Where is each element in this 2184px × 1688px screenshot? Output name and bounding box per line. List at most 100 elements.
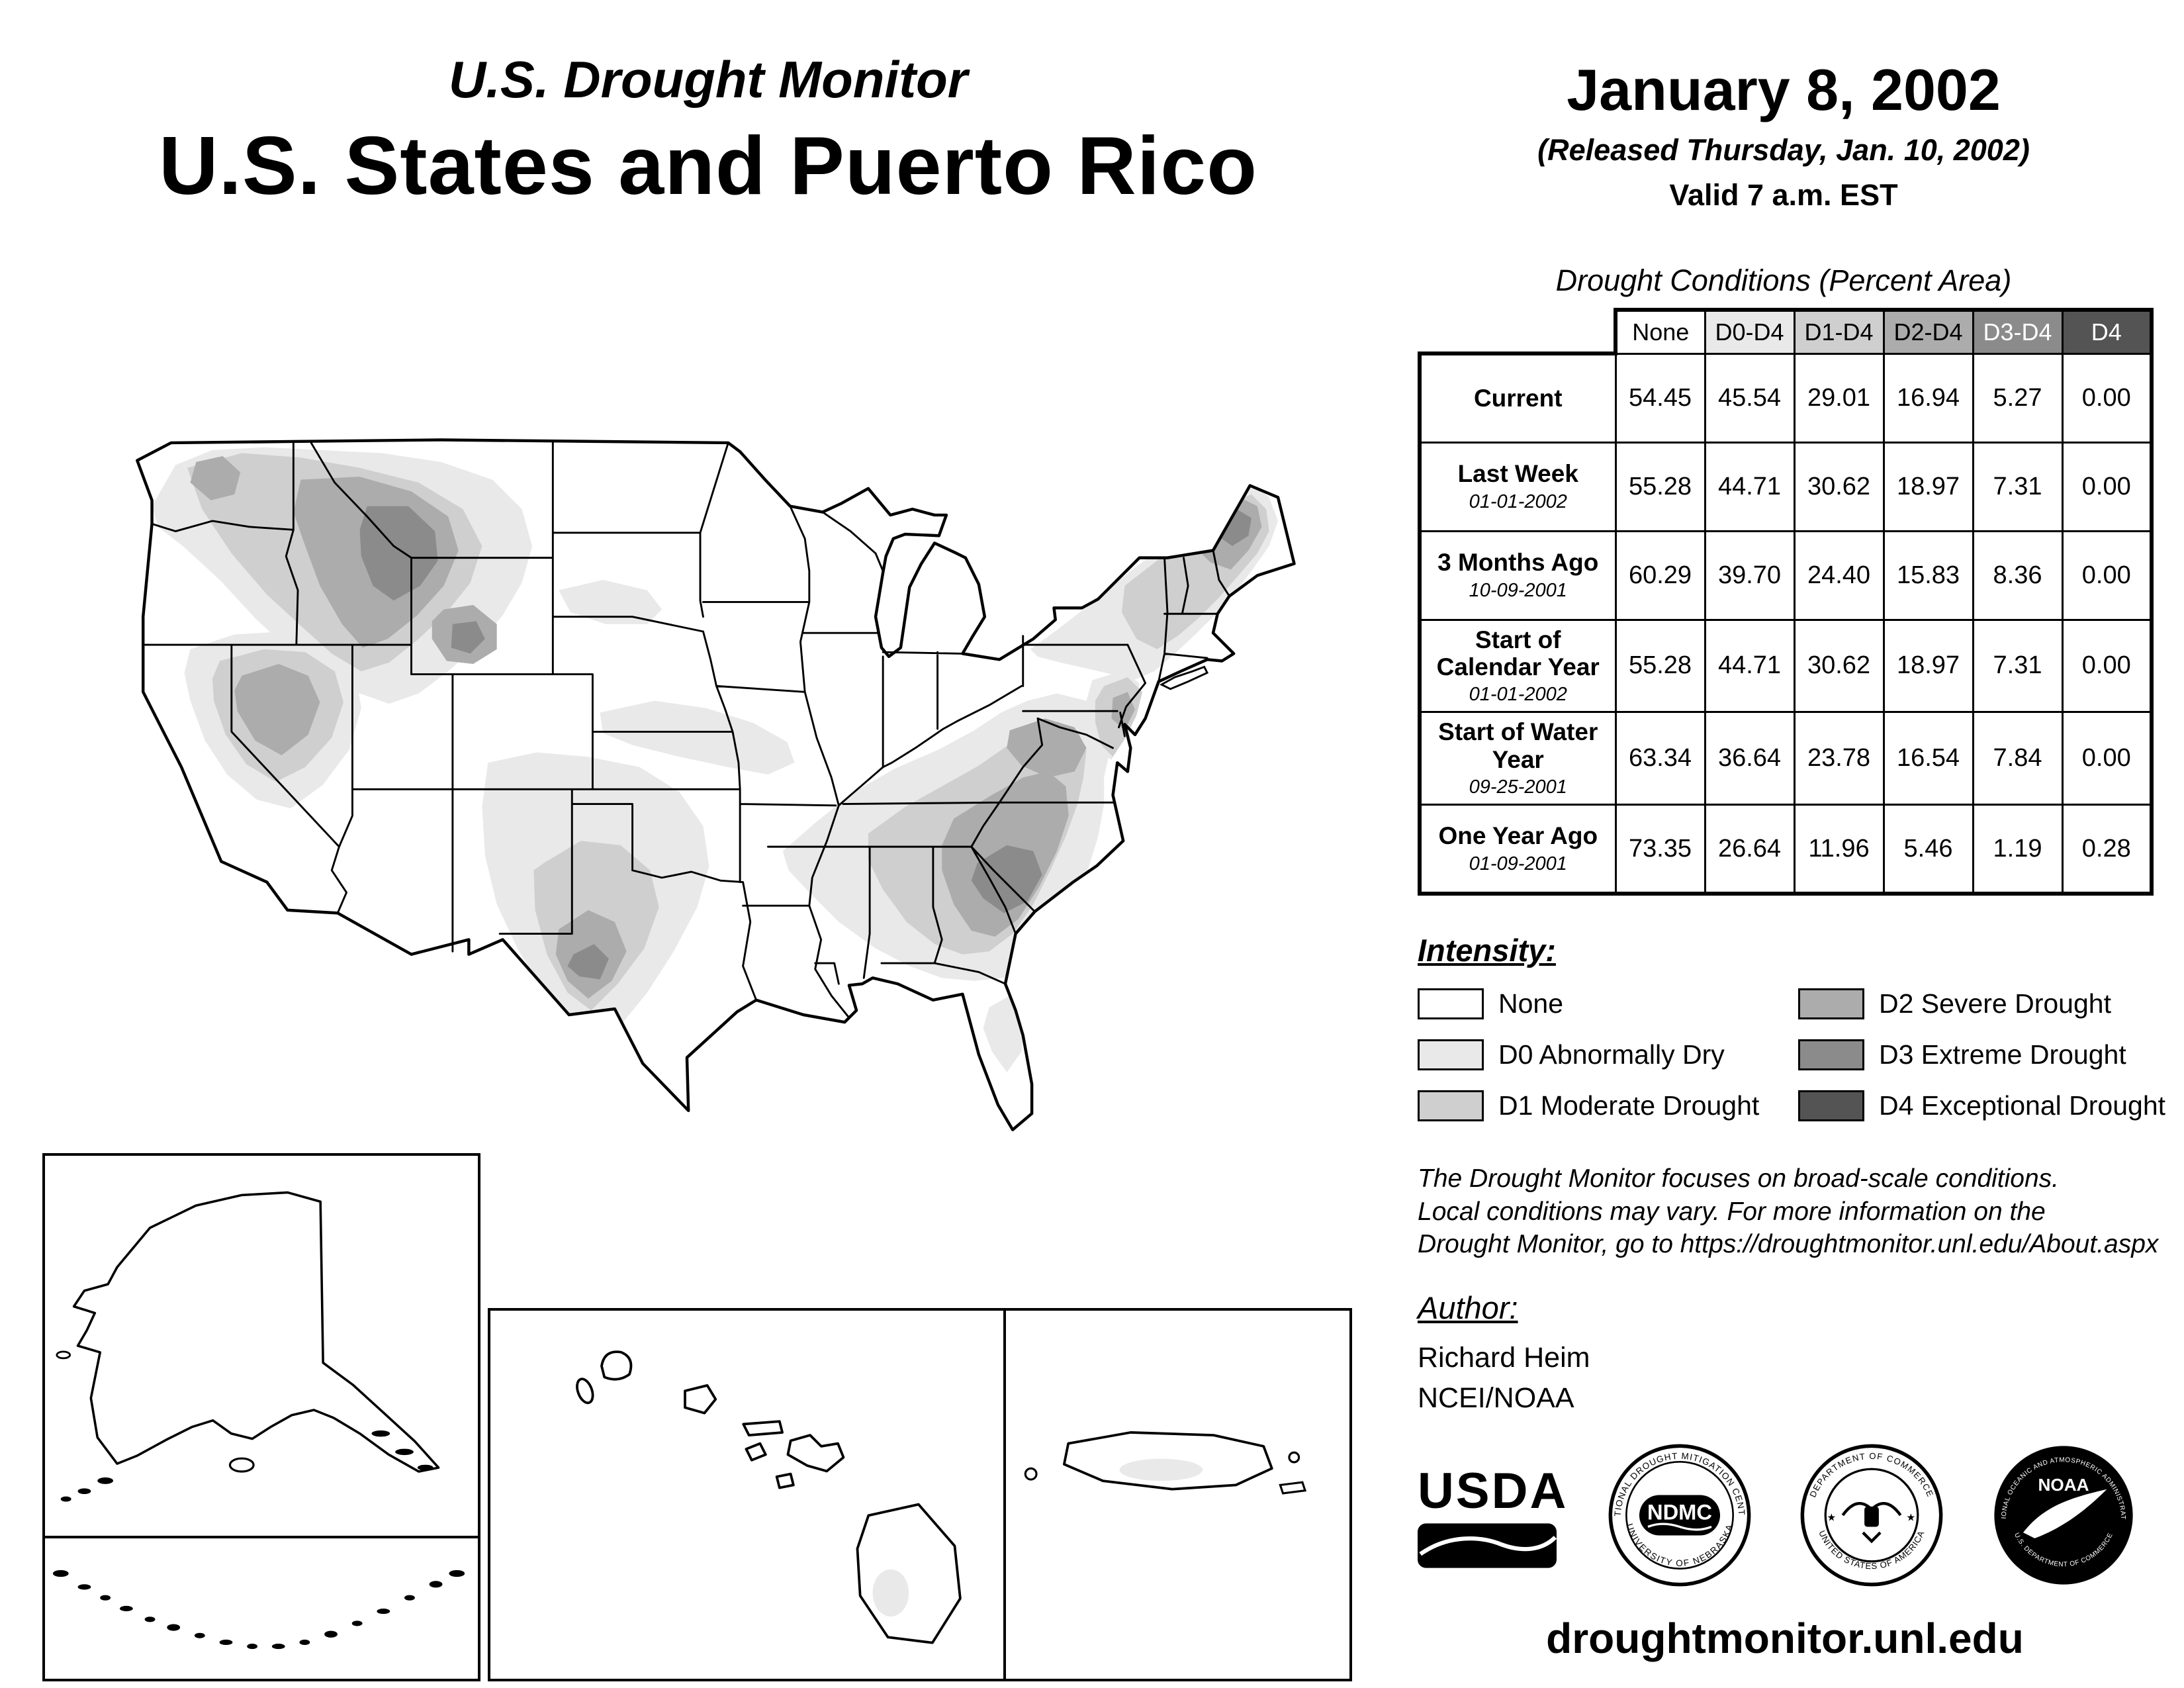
legend-title: Intensity: bbox=[1418, 933, 1556, 968]
column-header-d4: D4 bbox=[2061, 308, 2154, 355]
gull-icon bbox=[2023, 1489, 2107, 1538]
table-cell: 45.54 bbox=[1704, 352, 1796, 444]
author-name: Richard Heim bbox=[1418, 1342, 1590, 1374]
table-cell: 0.00 bbox=[2061, 618, 2154, 714]
drought-conditions-table: None D0-D4 D1-D4 D2-D4 D3-D4 D4 Current … bbox=[1418, 308, 2154, 896]
table-row-start-calendar-year: Start of Calendar Year 01-01-2002 55.28 4… bbox=[1418, 618, 2154, 714]
table-row-one-year-ago: One Year Ago 01-09-2001 73.35 26.64 11.96… bbox=[1418, 804, 2154, 896]
table-row-start-water-year: Start of Water Year 09-25-2001 63.34 36.6… bbox=[1418, 711, 2154, 806]
svg-text:★: ★ bbox=[1906, 1513, 1915, 1524]
table-cell: 16.94 bbox=[1882, 352, 1974, 444]
legend-item-d1: D1 Moderate Drought bbox=[1418, 1090, 1798, 1121]
hawaii-d0-patch bbox=[872, 1569, 909, 1617]
ndmc-logo: NATIONAL DROUGHT MITIGATION CENTER UNIVE… bbox=[1608, 1443, 1751, 1587]
usda-swoosh-icon bbox=[1418, 1523, 1557, 1568]
row-label: Start of Calendar Year 01-01-2002 bbox=[1418, 618, 1617, 714]
us-outline bbox=[136, 438, 1296, 1131]
svg-text:NOAA: NOAA bbox=[2038, 1475, 2089, 1495]
table-cell: 11.96 bbox=[1793, 804, 1885, 896]
table-row-3-months-ago: 3 Months Ago 10-09-2001 60.29 39.70 24.40… bbox=[1418, 530, 2154, 621]
table-cell: 0.00 bbox=[2061, 711, 2154, 806]
table-cell: 16.54 bbox=[1882, 711, 1974, 806]
disclaimer: The Drought Monitor focuses on broad-sca… bbox=[1418, 1162, 2158, 1261]
table-title: Drought Conditions (Percent Area) bbox=[1555, 263, 2012, 297]
table-cell: 30.62 bbox=[1793, 441, 1885, 532]
table-cell: 5.27 bbox=[1972, 352, 2064, 444]
commerce-seal-logo: DEPARTMENT OF COMMERCE UNITED STATES OF … bbox=[1800, 1444, 1943, 1587]
legend-item-d4: D4 Exceptional Drought bbox=[1798, 1090, 2184, 1121]
website-url: droughtmonitor.unl.edu bbox=[1546, 1615, 2024, 1662]
table-cell: 29.01 bbox=[1793, 352, 1885, 444]
puerto-rico-map bbox=[1024, 1431, 1307, 1495]
alaska-inset bbox=[42, 1153, 480, 1538]
table-cell: 30.62 bbox=[1793, 618, 1885, 714]
logo-row: USDA NATIONAL DROUGHT MITIGATION CENTER … bbox=[1418, 1443, 2136, 1587]
valid-time: Valid 7 a.m. EST bbox=[1669, 178, 1898, 212]
column-header-d2-d4: D2-D4 bbox=[1882, 308, 1974, 355]
swatch-d1 bbox=[1418, 1090, 1484, 1121]
drought-layers bbox=[152, 447, 1279, 1072]
table-cell: 8.36 bbox=[1972, 530, 2064, 621]
row-label: Current bbox=[1418, 352, 1617, 444]
release-date: (Released Thursday, Jan. 10, 2002) bbox=[1537, 133, 2030, 167]
aleutian-islands bbox=[52, 1570, 465, 1650]
table-cell: 18.97 bbox=[1882, 618, 1974, 714]
legend-label: D4 Exceptional Drought bbox=[1879, 1090, 2166, 1121]
legend-item-d2: D2 Severe Drought bbox=[1798, 988, 2184, 1019]
swatch-d4 bbox=[1798, 1090, 1864, 1121]
legend-item-none: None bbox=[1418, 988, 1798, 1019]
table-header-row: None D0-D4 D1-D4 D2-D4 D3-D4 D4 bbox=[1420, 308, 2154, 355]
table-cell: 1.19 bbox=[1972, 804, 2064, 896]
table-cell: 36.64 bbox=[1704, 711, 1796, 806]
puerto-rico-inset bbox=[1003, 1308, 1352, 1681]
legend-label: D3 Extreme Drought bbox=[1879, 1039, 2126, 1070]
table-cell: 0.00 bbox=[2061, 530, 2154, 621]
row-label: One Year Ago 01-09-2001 bbox=[1418, 804, 1617, 896]
legend-label: D1 Moderate Drought bbox=[1498, 1090, 1760, 1121]
table-cell: 0.00 bbox=[2061, 441, 2154, 532]
table-cell: 39.70 bbox=[1704, 530, 1796, 621]
report-kicker: U.S. Drought Monitor bbox=[448, 50, 968, 109]
long-island bbox=[1159, 665, 1209, 690]
table-cell: 55.28 bbox=[1614, 441, 1706, 532]
title-block: U.S. Drought Monitor U.S. States and Pue… bbox=[79, 50, 1337, 213]
disclaimer-line: The Drought Monitor focuses on broad-sca… bbox=[1418, 1164, 2060, 1193]
author-heading: Author: bbox=[1418, 1290, 1518, 1325]
table-cell: 44.71 bbox=[1704, 441, 1796, 532]
author-org: NCEI/NOAA bbox=[1418, 1382, 1574, 1414]
report-date: January 8, 2002 bbox=[1567, 57, 2001, 122]
swatch-d0 bbox=[1418, 1039, 1484, 1070]
disclaimer-line: Drought Monitor, go to https://droughtmo… bbox=[1418, 1230, 2159, 1259]
table-cell: 44.71 bbox=[1704, 618, 1796, 714]
swatch-none bbox=[1418, 988, 1484, 1019]
table-cell: 15.83 bbox=[1882, 530, 1974, 621]
noaa-logo: NATIONAL OCEANIC AND ATMOSPHERIC ADMINIS… bbox=[1991, 1443, 2133, 1585]
eagle-emblem-icon: ★ ★ bbox=[1827, 1502, 1915, 1544]
legend-item-d3: D3 Extreme Drought bbox=[1798, 1039, 2184, 1070]
table-cell: 60.29 bbox=[1614, 530, 1706, 621]
hawaii-map bbox=[576, 1350, 962, 1644]
row-label: 3 Months Ago 10-09-2001 bbox=[1418, 530, 1617, 621]
svg-text:NDMC: NDMC bbox=[1647, 1500, 1712, 1524]
column-header-d0-d4: D0-D4 bbox=[1704, 308, 1796, 355]
table-cell: 26.64 bbox=[1704, 804, 1796, 896]
puerto-rico-d0-patch bbox=[1119, 1458, 1203, 1481]
table-cell: 63.34 bbox=[1614, 711, 1706, 806]
intensity-legend: Intensity: None D2 Severe Drought D0 Abn… bbox=[1418, 932, 2184, 1121]
aleutians-inset bbox=[42, 1536, 480, 1681]
conus-drought-map bbox=[136, 438, 1296, 1131]
swatch-d2 bbox=[1798, 988, 1864, 1019]
column-header-d3-d4: D3-D4 bbox=[1972, 308, 2064, 355]
table-cell: 5.46 bbox=[1882, 804, 1974, 896]
table-cell: 55.28 bbox=[1614, 618, 1706, 714]
legend-label: D2 Severe Drought bbox=[1879, 988, 2111, 1019]
column-header-none: None bbox=[1614, 308, 1706, 355]
legend-label: D0 Abnormally Dry bbox=[1498, 1039, 1725, 1070]
svg-text:★: ★ bbox=[1827, 1513, 1836, 1524]
alaska-map bbox=[56, 1191, 440, 1502]
table-cell: 24.40 bbox=[1793, 530, 1885, 621]
table-cell: 0.00 bbox=[2061, 352, 2154, 444]
table-cell: 0.28 bbox=[2061, 804, 2154, 896]
state-borders bbox=[142, 442, 1230, 1019]
